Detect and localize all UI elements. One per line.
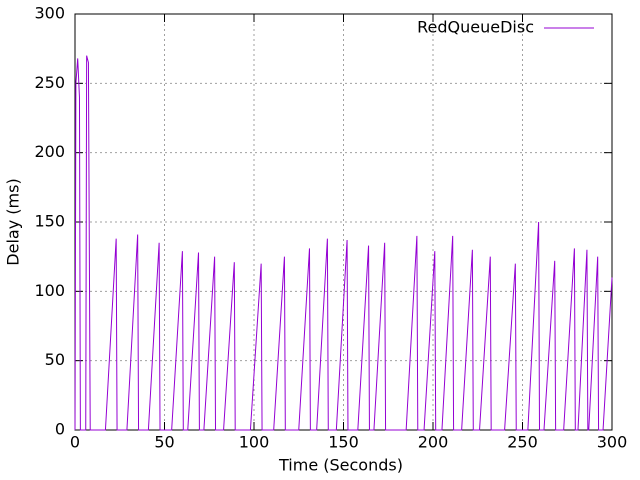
x-tick-label: 300 — [597, 433, 628, 452]
x-tick-label: 50 — [154, 433, 174, 452]
y-tick-label: 200 — [34, 142, 65, 161]
x-tick-label: 0 — [70, 433, 80, 452]
y-tick-label: 300 — [34, 4, 65, 23]
y-tick-label: 150 — [34, 212, 65, 231]
y-tick-label: 0 — [55, 420, 65, 439]
legend-label: RedQueueDisc — [417, 18, 534, 37]
x-tick-label: 100 — [239, 433, 270, 452]
x-tick-label: 200 — [418, 433, 449, 452]
x-axis-label: Time (Seconds) — [278, 456, 403, 475]
y-axis-label: Delay (ms) — [4, 178, 23, 265]
data-line — [74, 55, 613, 431]
x-tick-label: 250 — [507, 433, 538, 452]
x-tick-label: 150 — [328, 433, 359, 452]
y-tick-label: 100 — [34, 281, 65, 300]
y-tick-label: 250 — [34, 73, 65, 92]
y-tick-label: 50 — [45, 350, 65, 369]
plot-border — [74, 13, 613, 431]
